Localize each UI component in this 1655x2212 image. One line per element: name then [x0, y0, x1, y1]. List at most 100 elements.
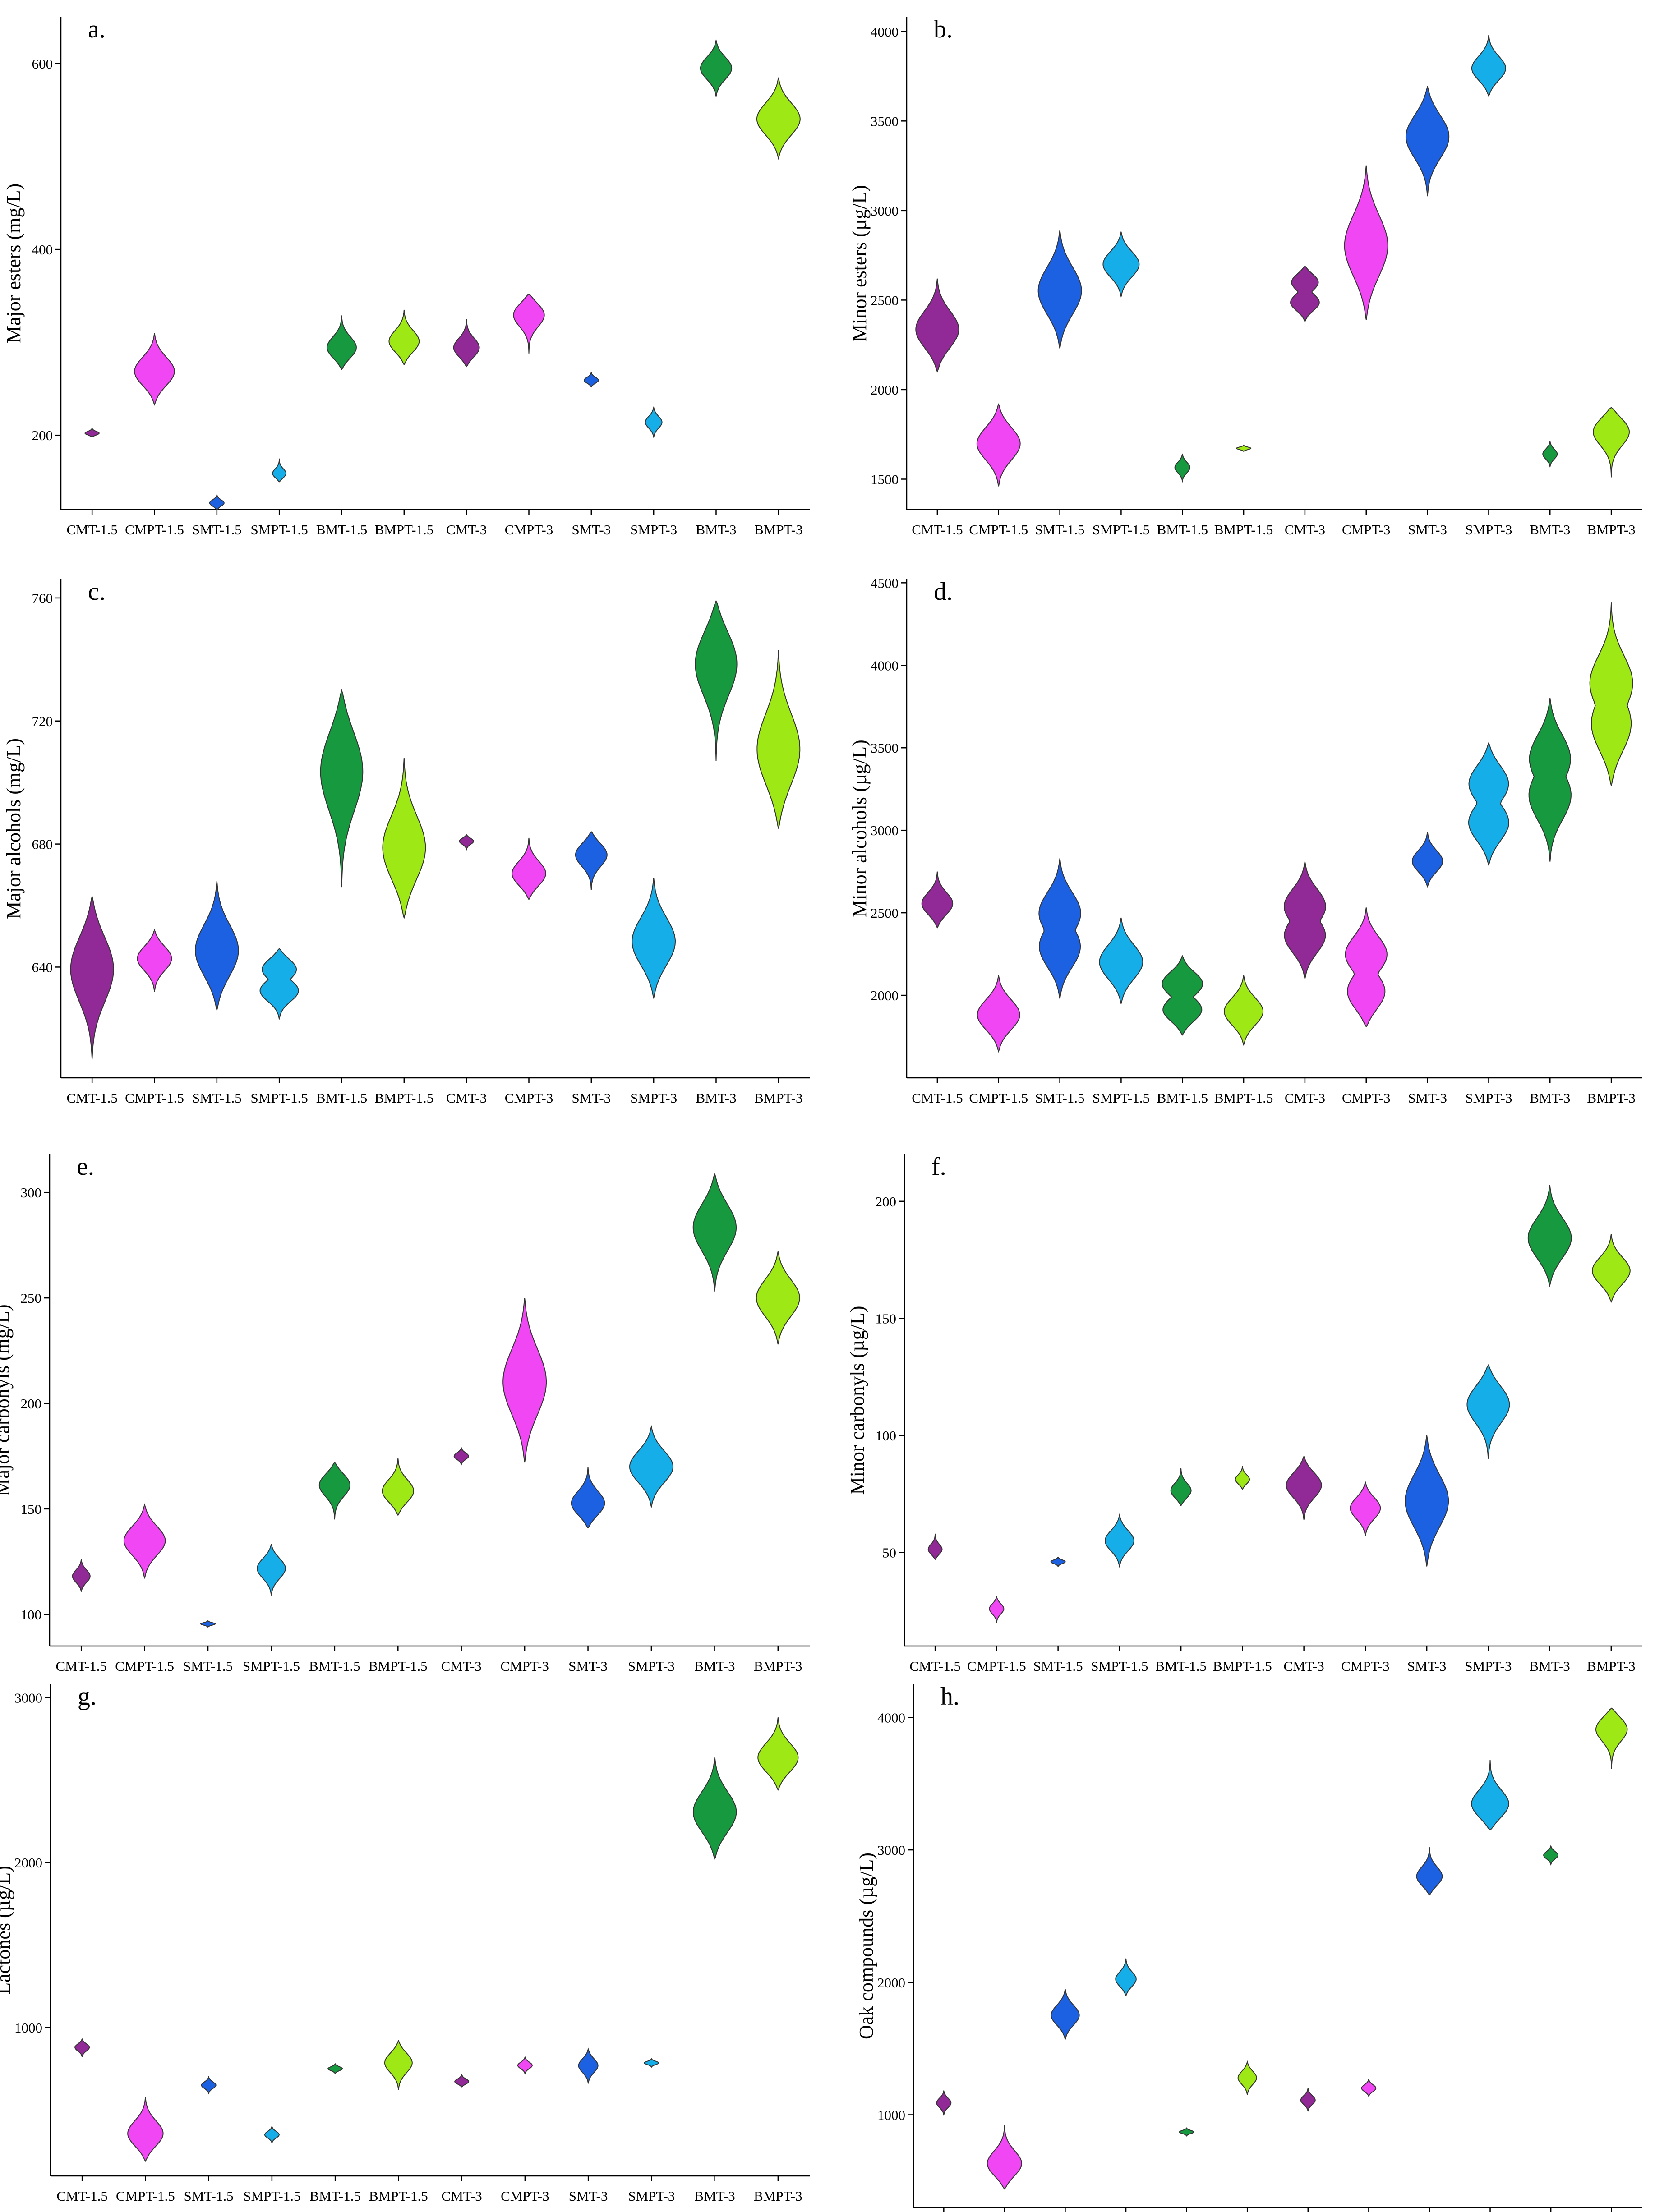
- violin-bmpt-1.5: [382, 1458, 414, 1516]
- x-tick-label: BMT-3: [696, 1090, 736, 1106]
- violin-smt-3: [578, 2047, 599, 2084]
- x-tick-label: CMT-1.5: [56, 2188, 107, 2204]
- violin-bmpt-3: [1595, 1707, 1628, 1769]
- x-tick-label: CMT-3: [442, 2188, 482, 2204]
- violin-smt-1.5: [195, 881, 239, 1012]
- x-tick-label: CMPT-3: [1342, 522, 1390, 538]
- x-tick-label: BMPT-3: [1587, 1658, 1635, 1674]
- violin-cmpt-1.5: [976, 403, 1021, 487]
- violin-bmt-1.5: [1162, 955, 1203, 1036]
- x-tick-label: CMT-3: [446, 1090, 487, 1106]
- violin-cmt-1.5: [921, 871, 954, 929]
- violin-smpt-3: [632, 878, 676, 1000]
- y-tick-label: 150: [876, 1311, 897, 1326]
- y-tick-label: 3000: [871, 823, 899, 838]
- violin-bmt-1.5: [1170, 1468, 1192, 1507]
- violin-cmt-3: [1286, 1455, 1322, 1520]
- violin-bmt-3: [1528, 698, 1572, 862]
- x-tick-label: BMPT-1.5: [375, 1090, 434, 1106]
- x-tick-label: SMPT-1.5: [243, 1658, 300, 1674]
- x-tick-label: BMT-1.5: [309, 1658, 360, 1674]
- y-axis-title: Minor alcohols (µg/L): [848, 740, 871, 917]
- x-tick-label: CMPT-3: [505, 522, 553, 538]
- violin-cmpt-3: [1350, 1481, 1381, 1536]
- y-tick-label: 150: [21, 1501, 42, 1517]
- x-tick-label: BMPT-3: [754, 522, 802, 538]
- violin-smt-1.5: [200, 1620, 216, 1628]
- x-tick-label: SMPT-1.5: [251, 522, 308, 538]
- x-tick-label: SMT-3: [1408, 1090, 1447, 1106]
- y-tick-label: 2000: [14, 1855, 42, 1871]
- y-axis-title: Major alcohols (mg/L): [3, 738, 25, 919]
- y-tick-label: 4000: [877, 1710, 905, 1725]
- x-tick-label: BMPT-3: [1587, 1090, 1635, 1106]
- violin-cmt-1.5: [915, 278, 959, 373]
- violin-smpt-1.5: [272, 458, 287, 483]
- violin-bmpt-3: [1589, 602, 1633, 786]
- violin-bmt-1.5: [318, 1462, 351, 1520]
- violin-smt-3: [575, 831, 608, 890]
- y-tick-label: 4000: [871, 24, 899, 40]
- x-tick-label: CMPT-3: [505, 1090, 553, 1106]
- violin-cmpt-1.5: [989, 1596, 1005, 1623]
- y-tick-label: 600: [32, 56, 53, 72]
- violin-cmt-1.5: [927, 1533, 943, 1560]
- x-tick-label: BMT-1.5: [316, 1090, 367, 1106]
- x-tick-label: SMPT-3: [628, 1658, 675, 1674]
- x-tick-label: BMPT-1.5: [375, 522, 434, 538]
- x-tick-label: BMT-1.5: [309, 2188, 360, 2204]
- violin-cmt-1.5: [74, 2038, 90, 2057]
- x-tick-label: SMT-1.5: [183, 1658, 233, 1674]
- x-tick-label: CMPT-3: [1342, 1090, 1390, 1106]
- violin-cmpt-1.5: [977, 975, 1020, 1053]
- violin-bmt-3: [1527, 1185, 1572, 1288]
- violin-smt-1.5: [1037, 230, 1082, 349]
- violin-bmpt-3: [757, 1717, 799, 1791]
- x-tick-label: BMT-3: [1530, 1658, 1570, 1674]
- x-tick-label: BMPT-1.5: [369, 1658, 428, 1674]
- panel-b: 1500 2000 2500 3000 3500 4000 CMT-1.5 CMPT-1.5 S…: [848, 15, 1642, 538]
- y-tick-label: 720: [32, 713, 53, 729]
- x-tick-label: CMT-1.5: [912, 522, 963, 538]
- x-tick-label: BMT-1.5: [1157, 522, 1208, 538]
- x-tick-label: SMT-3: [1407, 1658, 1447, 1674]
- y-axis-title: Major carbonyls (mg/L): [0, 1304, 14, 1496]
- violin-bmpt-3: [756, 77, 801, 160]
- y-tick-label: 2000: [877, 1975, 905, 1991]
- panel-f: 50 100 150 200 CMT-1.5 CMPT-1.5 SMT-1.5 SMPT-1.…: [846, 1153, 1642, 1674]
- x-tick-label: SMPT-3: [1465, 1090, 1512, 1106]
- y-tick-label: 3000: [14, 1690, 42, 1706]
- x-tick-label: BMT-1.5: [316, 522, 367, 538]
- violin-smt-3: [1405, 85, 1450, 197]
- panel-label: a.: [88, 15, 106, 43]
- x-tick-label: SMPT-3: [1465, 522, 1512, 538]
- x-tick-label: CMT-3: [1285, 522, 1325, 538]
- x-tick-label: SMT-1.5: [192, 522, 242, 538]
- y-tick-label: 400: [32, 242, 53, 258]
- violin-cmt-3: [459, 834, 474, 851]
- violin-bmpt-1.5: [384, 2039, 413, 2090]
- violin-cmpt-3: [513, 293, 545, 354]
- violin-bmt-3: [692, 1757, 737, 1861]
- panel-label: c.: [88, 578, 106, 606]
- y-tick-label: 3000: [871, 203, 899, 219]
- x-tick-label: BMPT-1.5: [1213, 1658, 1272, 1674]
- y-tick-label: 680: [32, 837, 53, 852]
- y-axis-title: Minor esters (µg/L): [848, 185, 871, 342]
- x-tick-label: CMT-1.5: [909, 1658, 960, 1674]
- y-tick-label: 100: [21, 1607, 42, 1623]
- y-tick-label: 4500: [871, 575, 899, 591]
- x-tick-label: CMT-1.5: [56, 1658, 107, 1674]
- violin-bmt-1.5: [327, 315, 357, 370]
- x-tick-label: CMT-3: [1284, 1658, 1324, 1674]
- y-tick-label: 1500: [871, 471, 899, 487]
- y-tick-label: 2500: [871, 292, 899, 308]
- x-tick-label: CMPT-1.5: [969, 522, 1028, 538]
- y-tick-label: 50: [882, 1545, 896, 1560]
- y-tick-label: 100: [876, 1428, 897, 1444]
- x-tick-label: CMPT-1.5: [116, 2188, 175, 2204]
- y-axis-title: Lactones (µg/L): [0, 1866, 14, 1995]
- violin-smpt-1.5: [259, 948, 299, 1020]
- violin-cmt-1.5: [72, 1559, 91, 1593]
